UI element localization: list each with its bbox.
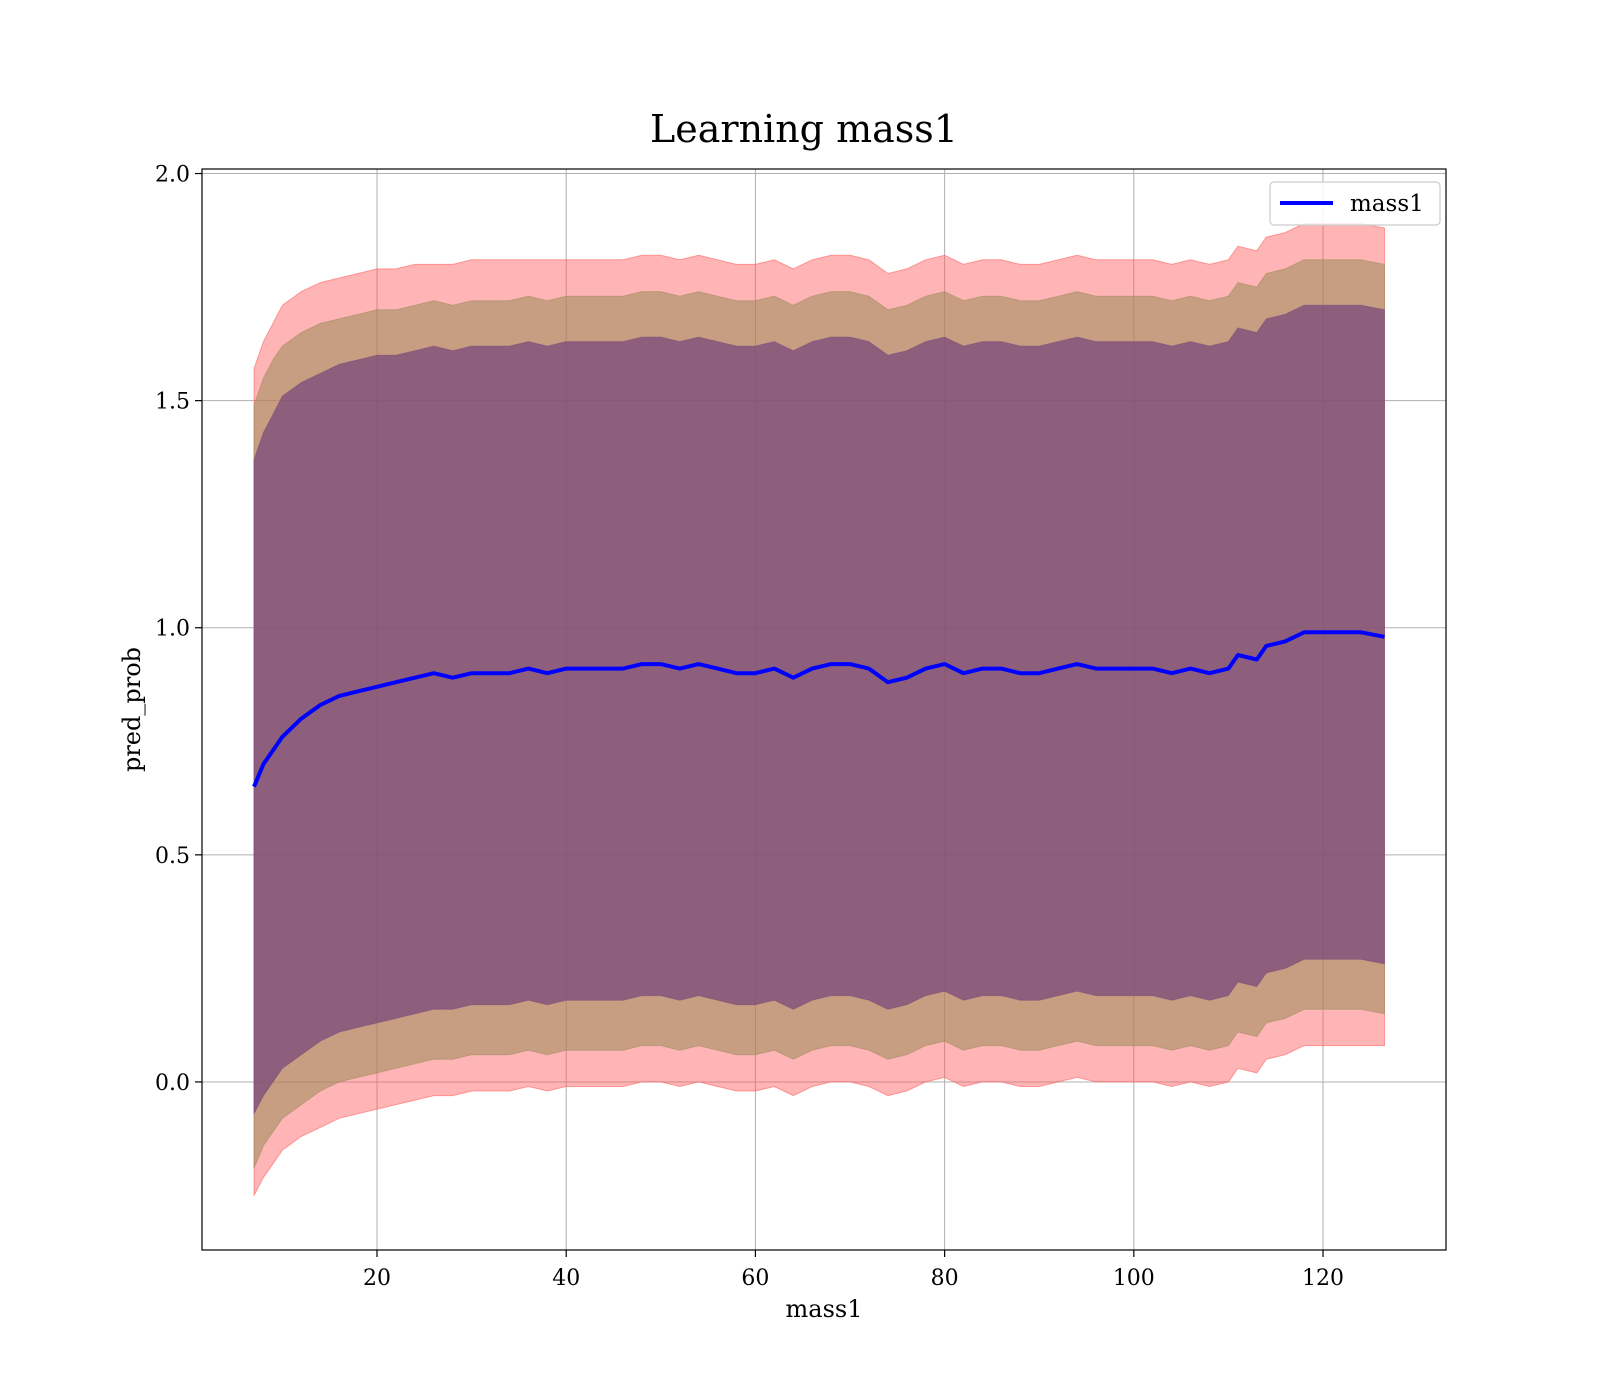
- y-axis-ticks: 0.0 0.5 1.0 1.5 2.0: [155, 163, 202, 1096]
- y-tick-label: 0.0: [155, 1071, 190, 1096]
- bands: [253, 223, 1385, 1196]
- x-tick-label: 60: [741, 1266, 769, 1291]
- x-tick-label: 100: [1113, 1266, 1155, 1291]
- series-line-mass1: [252, 630, 1385, 788]
- plot-frame: [201, 168, 1447, 1251]
- band-inner: [253, 304, 1385, 1114]
- y-tick-label: 1.0: [155, 617, 190, 642]
- y-axis-label: pred_prob: [118, 647, 146, 772]
- legend-box: [1269, 181, 1441, 226]
- x-tick-label: 20: [363, 1266, 391, 1291]
- y-tick-label: 0.5: [155, 844, 190, 869]
- x-tick-label: 40: [552, 1266, 580, 1291]
- x-axis-label: mass1: [786, 1295, 863, 1323]
- y-tick-label: 1.5: [155, 390, 190, 415]
- y-tick-label: 2.0: [155, 163, 190, 188]
- legend: mass1: [1269, 181, 1441, 226]
- series-lines: [252, 630, 1385, 788]
- x-axis-ticks: 20 40 60 80 100 120: [363, 1250, 1344, 1291]
- x-tick-label: 120: [1302, 1266, 1344, 1291]
- x-tick-label: 80: [931, 1266, 959, 1291]
- legend-label-mass1: mass1: [1350, 191, 1424, 217]
- chart-title: Learning mass1: [650, 107, 958, 151]
